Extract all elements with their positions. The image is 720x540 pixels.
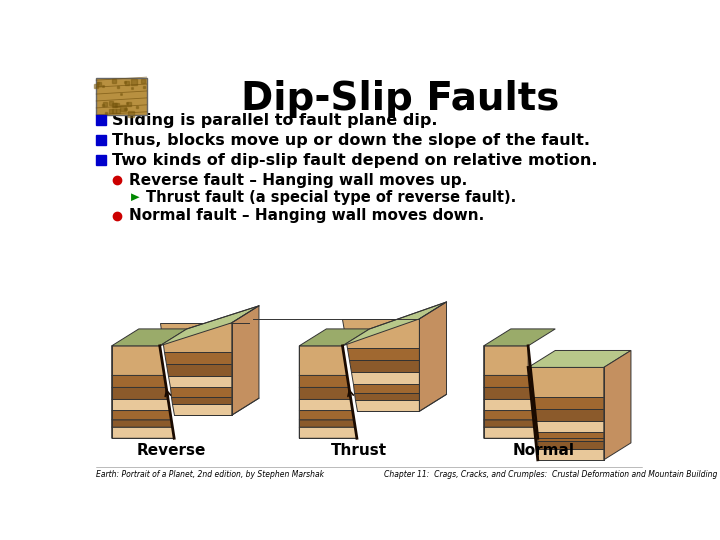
Polygon shape xyxy=(160,306,259,346)
Text: Normal: Normal xyxy=(513,443,575,458)
Text: Reverse: Reverse xyxy=(137,443,207,458)
Polygon shape xyxy=(170,387,232,397)
Polygon shape xyxy=(533,409,604,421)
Polygon shape xyxy=(604,350,631,460)
Polygon shape xyxy=(300,329,369,346)
Polygon shape xyxy=(300,387,351,400)
Polygon shape xyxy=(484,410,536,420)
Polygon shape xyxy=(484,329,555,346)
Polygon shape xyxy=(300,375,349,387)
Polygon shape xyxy=(343,302,446,346)
Text: Thrust fault (a special type of reverse fault).: Thrust fault (a special type of reverse … xyxy=(145,190,516,205)
Polygon shape xyxy=(528,367,604,397)
Polygon shape xyxy=(528,350,631,367)
Polygon shape xyxy=(536,449,604,460)
Polygon shape xyxy=(347,348,419,361)
Polygon shape xyxy=(528,346,538,460)
Polygon shape xyxy=(355,400,419,411)
Polygon shape xyxy=(166,364,232,376)
Polygon shape xyxy=(168,376,232,387)
Text: Sliding is parallel to fault plane dip.: Sliding is parallel to fault plane dip. xyxy=(112,113,437,128)
Polygon shape xyxy=(300,427,357,438)
Polygon shape xyxy=(300,410,354,420)
Polygon shape xyxy=(535,432,604,441)
Polygon shape xyxy=(300,400,353,410)
Text: Thrust: Thrust xyxy=(331,443,387,458)
Polygon shape xyxy=(300,346,347,375)
Text: Dip-Slip Faults: Dip-Slip Faults xyxy=(240,80,559,118)
Polygon shape xyxy=(112,420,172,427)
Polygon shape xyxy=(531,397,604,409)
Polygon shape xyxy=(172,404,232,415)
Text: Thus, blocks move up or down the slope of the fault.: Thus, blocks move up or down the slope o… xyxy=(112,133,590,148)
Polygon shape xyxy=(351,373,419,383)
Polygon shape xyxy=(112,427,174,438)
Polygon shape xyxy=(131,193,140,201)
Text: Two kinds of dip-slip fault depend on relative motion.: Two kinds of dip-slip fault depend on re… xyxy=(112,153,597,168)
Polygon shape xyxy=(353,383,419,393)
Polygon shape xyxy=(171,397,232,404)
Text: Normal fault – Hanging wall moves down.: Normal fault – Hanging wall moves down. xyxy=(129,208,484,223)
Polygon shape xyxy=(112,375,166,387)
Text: Chapter 11:  Crags, Cracks, and Crumples:  Crustal Deformation and Mountain Buil: Chapter 11: Crags, Cracks, and Crumples:… xyxy=(384,470,718,479)
Polygon shape xyxy=(160,323,232,352)
Polygon shape xyxy=(536,441,604,449)
Polygon shape xyxy=(484,346,531,375)
Polygon shape xyxy=(484,375,533,387)
Text: Reverse fault – Hanging wall moves up.: Reverse fault – Hanging wall moves up. xyxy=(129,173,467,188)
Polygon shape xyxy=(354,393,419,400)
Polygon shape xyxy=(484,400,535,410)
Polygon shape xyxy=(164,352,232,365)
Polygon shape xyxy=(484,420,536,427)
Polygon shape xyxy=(112,400,170,410)
Polygon shape xyxy=(112,329,187,346)
Polygon shape xyxy=(534,421,604,432)
Polygon shape xyxy=(343,319,419,348)
Polygon shape xyxy=(349,361,419,373)
Polygon shape xyxy=(112,387,168,400)
Polygon shape xyxy=(484,387,534,400)
Text: Earth: Portrait of a Planet, 2nd edition, by Stephen Marshak: Earth: Portrait of a Planet, 2nd edition… xyxy=(96,470,324,479)
Polygon shape xyxy=(232,306,259,415)
Polygon shape xyxy=(419,302,446,411)
Polygon shape xyxy=(112,410,171,420)
Polygon shape xyxy=(300,420,355,427)
FancyBboxPatch shape xyxy=(96,78,147,115)
Polygon shape xyxy=(112,346,164,375)
Polygon shape xyxy=(484,427,538,438)
